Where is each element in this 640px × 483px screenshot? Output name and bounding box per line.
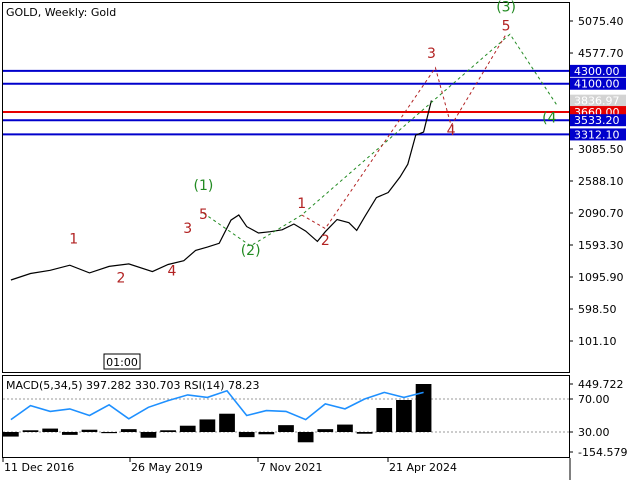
macd-bar-21 xyxy=(415,384,432,432)
time-axis: 11 Dec 2016 26 May 2019 7 Nov 2021 21 Apr 2… xyxy=(2,458,457,474)
macd-tick-label-1: 70.00 xyxy=(578,393,610,406)
macd-bar-8 xyxy=(160,430,176,432)
macd-bar-20 xyxy=(396,400,412,432)
wave-label-4: 5 xyxy=(199,207,208,223)
price-tick-label-5: 2588.10 xyxy=(578,175,624,188)
price-tick-label-4: 3085.50 xyxy=(578,143,624,156)
macd-panel-frame xyxy=(2,375,570,458)
macd-tick-label-0: 449.722 xyxy=(578,378,624,391)
current-price-tag xyxy=(570,94,626,107)
level-tag-1 xyxy=(570,77,626,90)
time-tick-label-0: 11 Dec 2016 xyxy=(4,461,74,474)
price-tick-label-6: 2090.70 xyxy=(578,207,624,220)
macd-bar-13 xyxy=(258,432,275,435)
time-marker-label: 01:00 xyxy=(106,356,138,369)
current-price-label: 3836.97 xyxy=(574,95,620,108)
level-tag-4 xyxy=(570,128,626,141)
macd-bar-2 xyxy=(42,428,59,432)
macd-bar-3 xyxy=(61,432,78,435)
price-tick-label-7: 1593.30 xyxy=(578,239,624,252)
macd-bar-19 xyxy=(376,408,393,432)
macd-bar-17 xyxy=(337,424,353,432)
price-line xyxy=(10,100,432,281)
wave-label-5: (1) xyxy=(194,178,214,194)
level-tag-label-0: 4300.00 xyxy=(574,65,620,78)
time-tick-label-1: 26 May 2019 xyxy=(131,461,203,474)
macd-bar-6 xyxy=(120,429,137,432)
wave-label-10: 4 xyxy=(447,123,456,139)
wave-label-3: 4 xyxy=(168,263,177,279)
macd-bar-14 xyxy=(278,425,294,432)
wave-label-1: 2 xyxy=(116,271,125,287)
wave-label-6: (2) xyxy=(241,243,261,259)
macd-bar-12 xyxy=(238,432,255,438)
macd-tick-label-3: -154.579 xyxy=(578,446,627,459)
red-wave-path xyxy=(301,33,507,230)
green-wave-path xyxy=(203,33,558,247)
time-tick-label-2: 7 Nov 2021 xyxy=(259,461,322,474)
wave-label-13: (4 xyxy=(542,110,556,126)
main-layer: 1 2 3 4 5 (1) (2) 1 2 3 4 5 (3) (4 xyxy=(3,0,569,287)
wave-label-0: 1 xyxy=(69,231,78,247)
wave-label-2: 3 xyxy=(183,221,192,237)
macd-bar-7 xyxy=(140,432,157,438)
main-panel-frame xyxy=(2,2,570,373)
time-marker: 01:00 xyxy=(103,353,141,370)
time-tick-label-3: 21 Apr 2024 xyxy=(389,461,457,474)
wave-label-8: 2 xyxy=(321,233,330,249)
wave-label-11: 5 xyxy=(502,18,511,34)
macd-bar-4 xyxy=(81,429,98,432)
macd-bar-18 xyxy=(356,432,373,434)
price-tick-label-10: 101.10 xyxy=(578,335,617,348)
macd-label: MACD(5,34,5) 397.282 330.703 RSI(14) 78.… xyxy=(6,379,259,392)
macd-bar-16 xyxy=(317,429,334,432)
level-tag-3 xyxy=(570,114,626,127)
price-tick-label-0: 5075.40 xyxy=(578,15,624,28)
rsi-line xyxy=(10,389,424,421)
price-tick-label-8: 1095.90 xyxy=(578,271,624,284)
macd-bar-1 xyxy=(22,430,39,432)
level-tag-label-4: 3312.10 xyxy=(574,128,620,141)
price-tick-label-1: 4577.70 xyxy=(578,47,624,60)
macd-tick-label-2: 30.00 xyxy=(578,426,610,439)
wave-label-12: (3) xyxy=(496,0,516,16)
macd-bar-0 xyxy=(3,432,19,437)
macd-bar-9 xyxy=(179,425,196,432)
price-axis: 5075.404577.704080.003582.003085.502588.… xyxy=(569,15,626,348)
wave-label-9: 3 xyxy=(427,46,436,62)
wave-label-7: 1 xyxy=(297,196,306,212)
macd-bar-10 xyxy=(199,419,216,432)
macd-bar-5 xyxy=(101,432,117,434)
macd-bar-15 xyxy=(297,432,314,443)
level-tag-label-1: 4100.00 xyxy=(574,78,620,91)
macd-layer xyxy=(3,384,569,443)
level-tag-0 xyxy=(570,64,626,77)
time-marker-box xyxy=(103,353,141,370)
level-tag-label-3: 3533.20 xyxy=(574,114,620,127)
macd-axis: 449.722 70.00 30.00 -154.579 xyxy=(569,378,627,459)
price-tick-label-9: 598.50 xyxy=(578,303,617,316)
chart-title: GOLD, Weekly: Gold xyxy=(6,6,116,19)
macd-bar-11 xyxy=(219,413,235,432)
